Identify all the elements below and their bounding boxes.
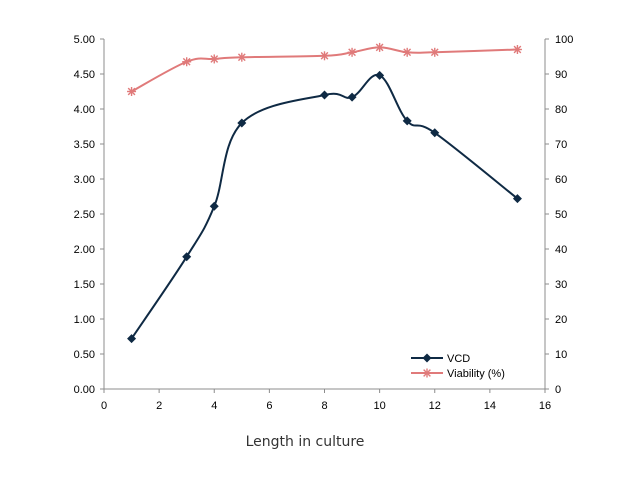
left-tick-label: 0.50 xyxy=(74,349,95,361)
x-tick-label: 12 xyxy=(429,400,441,412)
data-point-vcd xyxy=(237,118,247,128)
data-point-vcd xyxy=(430,128,440,138)
x-tick-label: 0 xyxy=(101,400,107,412)
left-tick-label: 0.00 xyxy=(74,384,95,396)
right-tick-label: 70 xyxy=(555,139,567,151)
data-point-vcd xyxy=(402,116,412,126)
data-point-viability xyxy=(127,87,137,96)
left-tick-label: 4.00 xyxy=(74,104,95,116)
legend-marker-viability xyxy=(422,368,432,378)
left-axis-ticks: 0.00 0.50 1.00 1.50 2.00 2.50 3.00 3.50 4.00 4.50… xyxy=(74,34,104,396)
x-tick-label: 4 xyxy=(211,400,217,412)
data-point-vcd xyxy=(375,70,385,80)
x-axis-title: Length in culture xyxy=(246,434,365,450)
series-line-vcd xyxy=(130,73,519,340)
series-layer xyxy=(127,42,522,344)
data-point-viability xyxy=(430,47,440,57)
data-point-viability xyxy=(320,51,329,61)
x-tick-label: 2 xyxy=(156,400,162,412)
right-tick-label: 10 xyxy=(555,349,567,361)
right-tick-label: 0 xyxy=(555,384,561,396)
right-tick-label: 50 xyxy=(555,209,567,221)
data-point-vcd xyxy=(512,194,522,204)
left-tick-label: 1.50 xyxy=(74,279,95,291)
x-axis-ticks: 0 2 4 6 8 10 12 14 16 xyxy=(101,389,551,412)
left-tick-label: 1.00 xyxy=(74,314,95,326)
right-tick-label: 20 xyxy=(555,314,567,326)
data-point-vcd xyxy=(347,92,357,102)
data-point-viability xyxy=(347,47,357,57)
left-tick-label: 4.50 xyxy=(74,69,95,81)
left-tick-label: 2.00 xyxy=(74,244,95,256)
right-tick-label: 100 xyxy=(555,34,573,46)
data-point-viability xyxy=(209,54,219,64)
x-tick-label: 6 xyxy=(266,400,272,412)
series-line-viability xyxy=(131,46,518,93)
data-point-vcd xyxy=(209,201,219,211)
data-point-viability xyxy=(402,47,412,57)
left-tick-label: 5.00 xyxy=(74,34,95,46)
data-point-vcd xyxy=(182,252,192,262)
data-point-viability xyxy=(182,57,192,67)
right-axis-ticks: 0 10 20 30 40 50 60 70 80 90 100 xyxy=(545,34,573,396)
legend-marker-vcd xyxy=(422,353,432,363)
legend-label-viability: Viability (%) xyxy=(447,368,505,380)
x-tick-label: 8 xyxy=(321,400,327,412)
x-tick-label: 14 xyxy=(484,400,496,412)
right-tick-label: 90 xyxy=(555,69,567,81)
legend: VCD Viability (%) xyxy=(411,353,505,380)
data-point-vcd xyxy=(127,334,137,344)
right-tick-label: 30 xyxy=(555,279,567,291)
legend-label-vcd: VCD xyxy=(447,353,470,365)
data-point-viability xyxy=(237,52,247,62)
right-tick-label: 80 xyxy=(555,104,567,116)
right-tick-label: 40 xyxy=(555,244,567,256)
data-point-viability xyxy=(375,42,385,52)
x-tick-label: 10 xyxy=(374,400,386,412)
left-tick-label: 3.00 xyxy=(74,174,95,186)
x-tick-label: 16 xyxy=(539,400,551,412)
left-tick-label: 3.50 xyxy=(74,139,95,151)
left-tick-label: 2.50 xyxy=(74,209,95,221)
data-point-viability xyxy=(512,45,522,54)
right-tick-label: 60 xyxy=(555,174,567,186)
data-point-vcd xyxy=(320,90,329,100)
